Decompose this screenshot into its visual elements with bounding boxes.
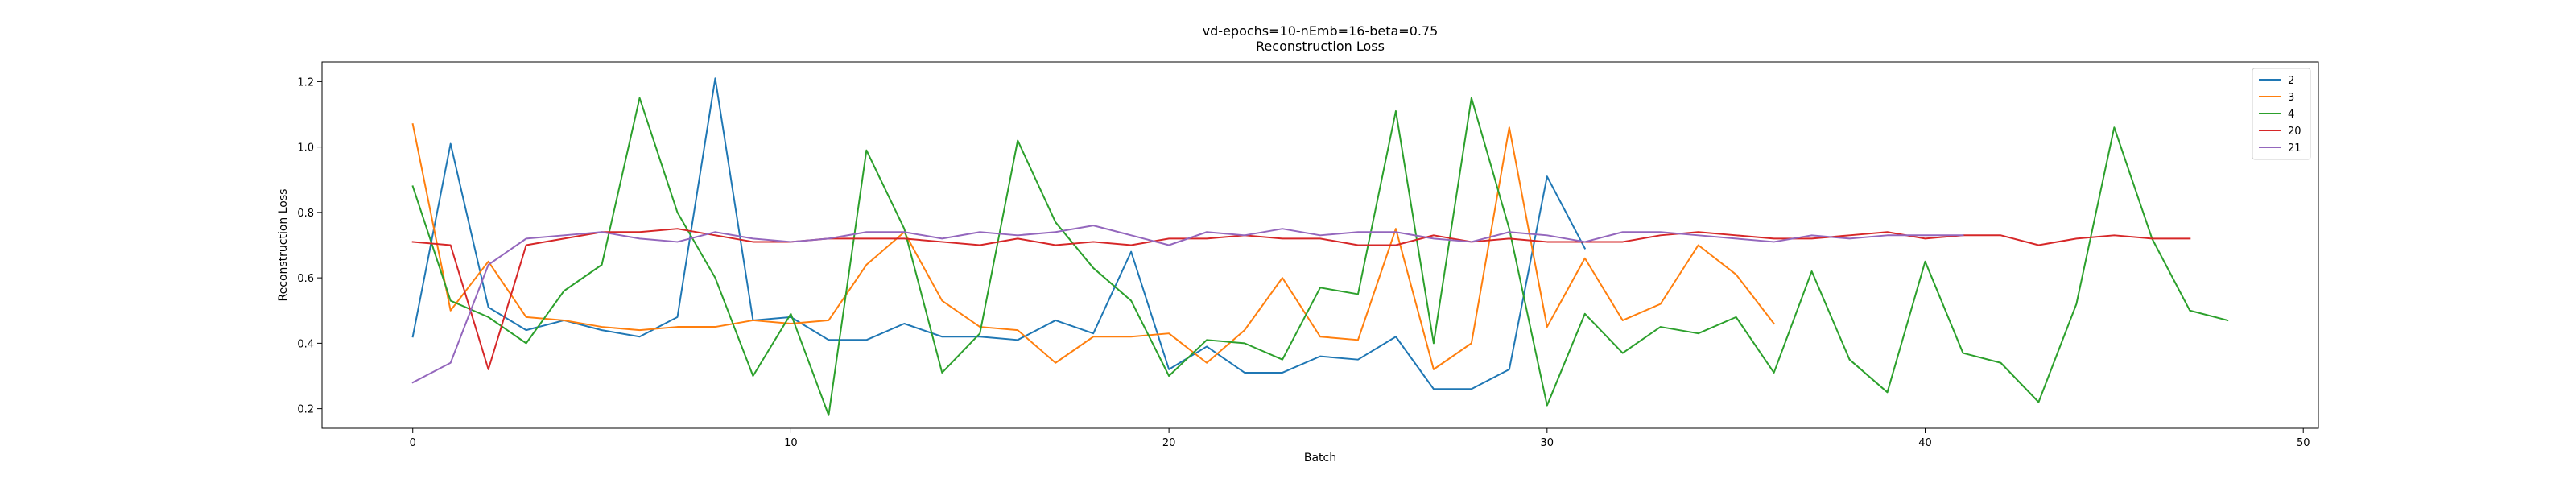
y-tick-label: 0.8	[297, 208, 314, 220]
y-tick-label: 0.4	[297, 338, 314, 350]
plot-frame	[321, 61, 2319, 429]
y-tick-label: 0.2	[297, 404, 314, 416]
y-axis-label: Reconstruction Loss	[277, 189, 290, 302]
legend-items: 2 3 4 20 21	[2259, 75, 2301, 155]
x-tick-label: 30	[1541, 437, 1554, 449]
y-axis-ticks: 0.2 0.4 0.6 0.8 1.0 1.2	[297, 76, 322, 416]
series-line-4	[411, 97, 2229, 416]
series-line-20	[411, 228, 2191, 370]
x-tick-label: 20	[1162, 437, 1176, 449]
x-tick-label: 0	[410, 437, 416, 449]
series-line-3	[411, 123, 1776, 370]
chart-subtitle: Reconstruction Loss	[1256, 39, 1385, 54]
chart-title: vd-epochs=10-nEmb=16-beta=0.75	[1203, 23, 1439, 39]
series-layer	[411, 77, 2229, 416]
legend-label-21: 21	[2288, 142, 2301, 155]
series-line-21	[411, 225, 1964, 384]
series-line-2	[411, 77, 1587, 390]
legend-label-2: 2	[2288, 75, 2294, 87]
y-tick-label: 1.0	[297, 142, 314, 155]
legend-label-20: 20	[2288, 126, 2301, 138]
y-tick-label: 1.2	[297, 76, 314, 89]
x-axis-label: Batch	[1304, 452, 1336, 464]
legend: 2 3 4 20 21	[2252, 68, 2311, 160]
x-tick-label: 50	[2297, 437, 2310, 449]
x-tick-label: 40	[1918, 437, 1932, 449]
plot-area: 0 10 20 30 40 50 0.2 0.4 0.6 0.8 1.0 1.2	[297, 61, 2319, 449]
x-axis-ticks: 0 10 20 30 40 50	[410, 428, 2310, 449]
legend-label-3: 3	[2288, 92, 2294, 104]
legend-label-4: 4	[2288, 109, 2294, 121]
y-tick-label: 0.6	[297, 273, 314, 285]
x-tick-label: 10	[784, 437, 798, 449]
